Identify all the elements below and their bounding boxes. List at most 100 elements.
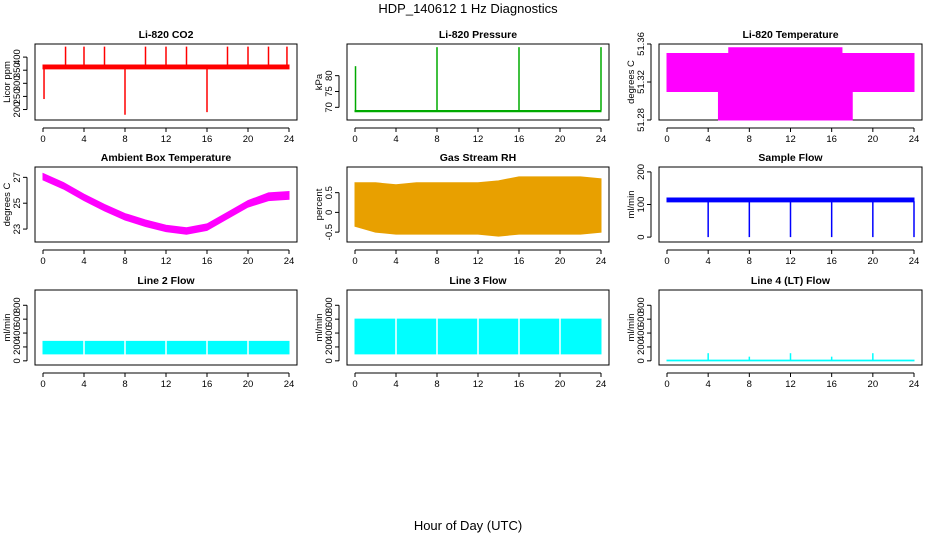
x-tick-label: 8 [747, 256, 752, 267]
x-tick-label: 16 [202, 256, 213, 267]
y-tick-label: 300 [12, 75, 23, 91]
y-tick-label: 400 [12, 325, 23, 341]
x-tick-label: 24 [909, 379, 920, 390]
y-tick-label: 250 [12, 88, 23, 104]
x-tick-label: 24 [596, 379, 607, 390]
plot-frame [346, 166, 610, 243]
x-tick-label: 16 [826, 134, 837, 145]
panel-title: Ambient Box Temperature [101, 152, 232, 164]
y-tick-label: 51.28 [636, 108, 647, 132]
y-tick-label: 27 [12, 172, 23, 183]
series-band-Ambient [42, 172, 290, 235]
x-tick-label: 12 [473, 379, 484, 390]
x-tick-label: 8 [122, 379, 127, 390]
y-tick-label: 350 [12, 62, 23, 78]
x-tick-label: 16 [202, 379, 213, 390]
panel-line3: Line 3 Flow 0 4 8 12 16 20 24 0 200400600800ml/mi… [314, 275, 610, 390]
x-tick-label: 8 [747, 134, 752, 145]
x-tick-label: 0 [40, 134, 45, 145]
y-tick-label: 200 [636, 339, 647, 355]
x-tick-label: 12 [161, 379, 172, 390]
series-band-Pressure [354, 110, 602, 113]
x-tick-label: 16 [514, 256, 525, 267]
x-tick-label: 20 [868, 256, 879, 267]
y-tick-label: 200 [12, 102, 23, 118]
x-tick-label: 20 [555, 379, 566, 390]
x-tick-label: 0 [40, 256, 45, 267]
y-tick-label: 800 [12, 297, 23, 313]
x-tick-label: 4 [81, 256, 86, 267]
y-tick-label: 75 [324, 86, 335, 97]
x-tick-label: 4 [81, 379, 86, 390]
y-tick-label: 800 [324, 297, 335, 313]
y-axis-label: percent [314, 188, 325, 220]
x-tick-label: 8 [122, 256, 127, 267]
y-tick-label: 70 [324, 102, 335, 113]
y-tick-label: 51.32 [636, 70, 647, 94]
x-tick-label: 20 [555, 134, 566, 145]
x-tick-label: 0 [352, 256, 357, 267]
x-tick-label: 4 [706, 134, 711, 145]
panel-title: Li-820 CO2 [139, 29, 194, 41]
x-tick-label: 12 [161, 256, 172, 267]
y-tick-label: 800 [636, 297, 647, 313]
x-tick-label: 8 [122, 134, 127, 145]
y-tick-label: -0.5 [324, 224, 335, 240]
y-axis-label: kPa [314, 73, 325, 90]
y-tick-label: 400 [636, 325, 647, 341]
panel-title: Line 3 Flow [449, 275, 507, 287]
x-tick-label: 0 [352, 379, 357, 390]
y-tick-label: 0.5 [324, 186, 335, 199]
y-tick-label: 80 [324, 70, 335, 81]
x-tick-label: 20 [243, 134, 254, 145]
y-tick-label: 0 [636, 234, 647, 239]
panel-title: Li-820 Temperature [742, 29, 838, 41]
y-tick-label: 400 [12, 49, 23, 65]
plot-frame [658, 289, 923, 366]
x-tick-label: 12 [785, 379, 796, 390]
x-tick-label: 24 [284, 134, 295, 145]
series-band-core [666, 53, 915, 92]
y-tick-label: 25 [12, 198, 23, 209]
panel-title: Line 2 Flow [137, 275, 195, 287]
x-tick-label: 12 [785, 256, 796, 267]
x-tick-label: 0 [664, 256, 669, 267]
x-tick-label: 24 [284, 379, 295, 390]
x-tick-label: 12 [785, 134, 796, 145]
series-band-RH [354, 176, 602, 237]
series-band-upper [728, 47, 843, 54]
plot-frame [34, 289, 298, 366]
x-tick-label: 8 [434, 256, 439, 267]
y-tick-label: 0 [12, 358, 23, 363]
y-axis-label: degrees C [2, 182, 13, 226]
x-tick-label: 4 [706, 256, 711, 267]
x-tick-label: 20 [243, 256, 254, 267]
y-tick-label: 0 [324, 358, 335, 363]
panel-title: Gas Stream RH [440, 152, 516, 164]
y-tick-label: 0 [324, 210, 335, 215]
panel-line4: Line 4 (LT) Flow 0 4 8 12 16 20 24 0 200400600800… [626, 275, 923, 390]
x-tick-label: 24 [909, 256, 920, 267]
x-tick-label: 24 [596, 256, 607, 267]
x-tick-label: 8 [434, 134, 439, 145]
plot-frame [34, 166, 298, 243]
panel-temp820: Li-820 Temperature 0 4 8 12 16 20 24 51.28 51.32 5… [626, 29, 923, 145]
x-tick-label: 12 [161, 134, 172, 145]
figure-xlabel: Hour of Day (UTC) [413, 518, 523, 533]
y-tick-label: 51.36 [636, 32, 647, 56]
y-tick-label: 600 [12, 311, 23, 327]
panel-ambient: Ambient Box Temperature 0 4 8 12 16 20 24 23 25 27… [2, 152, 298, 267]
x-tick-label: 8 [434, 379, 439, 390]
x-tick-label: 16 [826, 379, 837, 390]
panel-title: Sample Flow [758, 152, 823, 164]
y-tick-label: 0 [636, 358, 647, 363]
y-axis-label: ml/min [314, 314, 325, 342]
x-tick-label: 12 [473, 134, 484, 145]
plot-frame [346, 289, 610, 366]
x-tick-label: 8 [747, 379, 752, 390]
x-tick-label: 16 [514, 379, 525, 390]
panel-sampleflow: Sample Flow 0 4 8 12 16 20 24 0 100 200 ml/min [626, 152, 923, 267]
figure-title: HDP_140612 1 Hz Diagnostics [378, 1, 558, 16]
x-tick-label: 24 [909, 134, 920, 145]
